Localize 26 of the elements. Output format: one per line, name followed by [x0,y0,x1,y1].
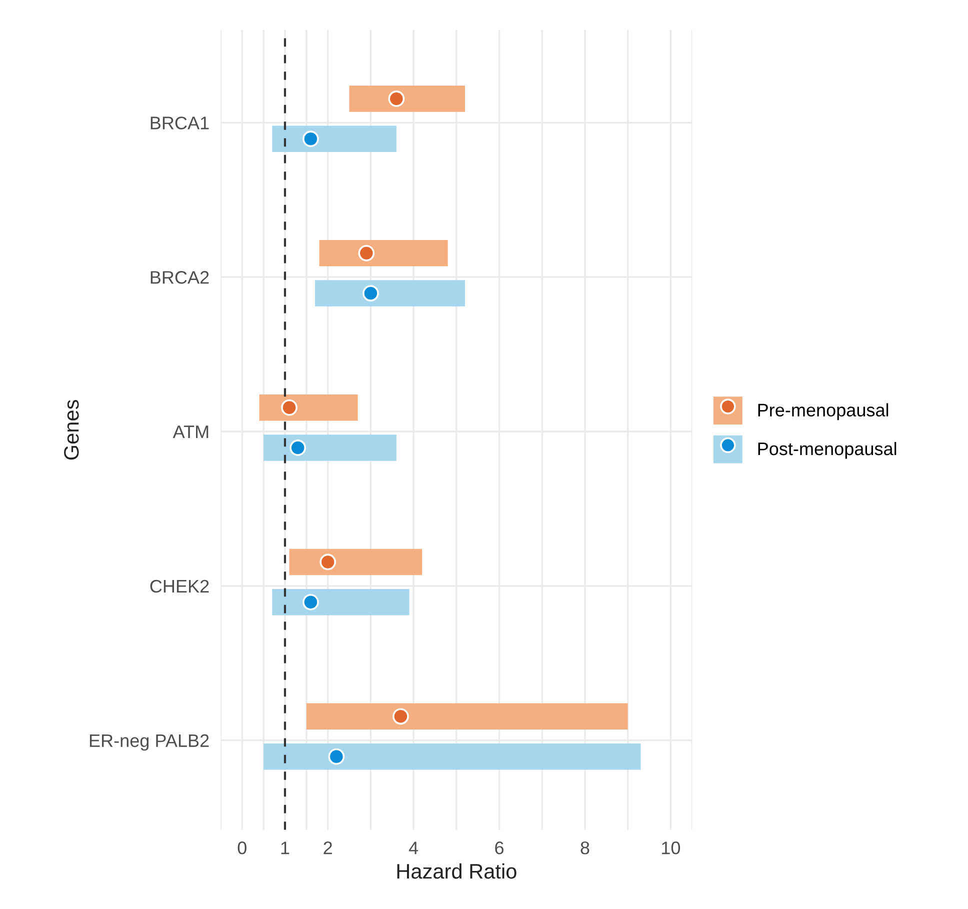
x-tick-label: 6 [495,842,504,854]
y-tick-label: BRCA1 [150,116,209,130]
y-tick-label: ER-neg PALB2 [90,734,209,751]
bar [264,434,396,461]
bar [272,589,410,616]
bar [264,743,641,770]
x-tick-label: 4 [408,842,418,854]
x-tick-label: 0 [238,842,246,854]
y-tick-label: CHEK2 [150,580,209,593]
bar [314,280,465,306]
x-axis-title: Hazard Ratio [397,863,516,879]
x-tick-label: 8 [580,842,590,854]
bar [319,240,448,266]
x-tick-label: 10 [662,842,680,854]
y-tick-label: BRCA2 [150,271,209,284]
y-axis-title: Genes [64,400,79,460]
legend-label: Pre-menopausal [758,403,888,420]
bar [349,86,465,112]
bar [272,126,396,152]
bar [259,394,358,421]
x-tick-label: 2 [324,842,332,854]
x-tick-label: 1 [281,842,290,854]
legend-label: Post-menopausal [758,442,896,459]
bar [306,703,628,730]
bar [289,548,422,576]
y-tick-label: ATM [172,426,208,438]
